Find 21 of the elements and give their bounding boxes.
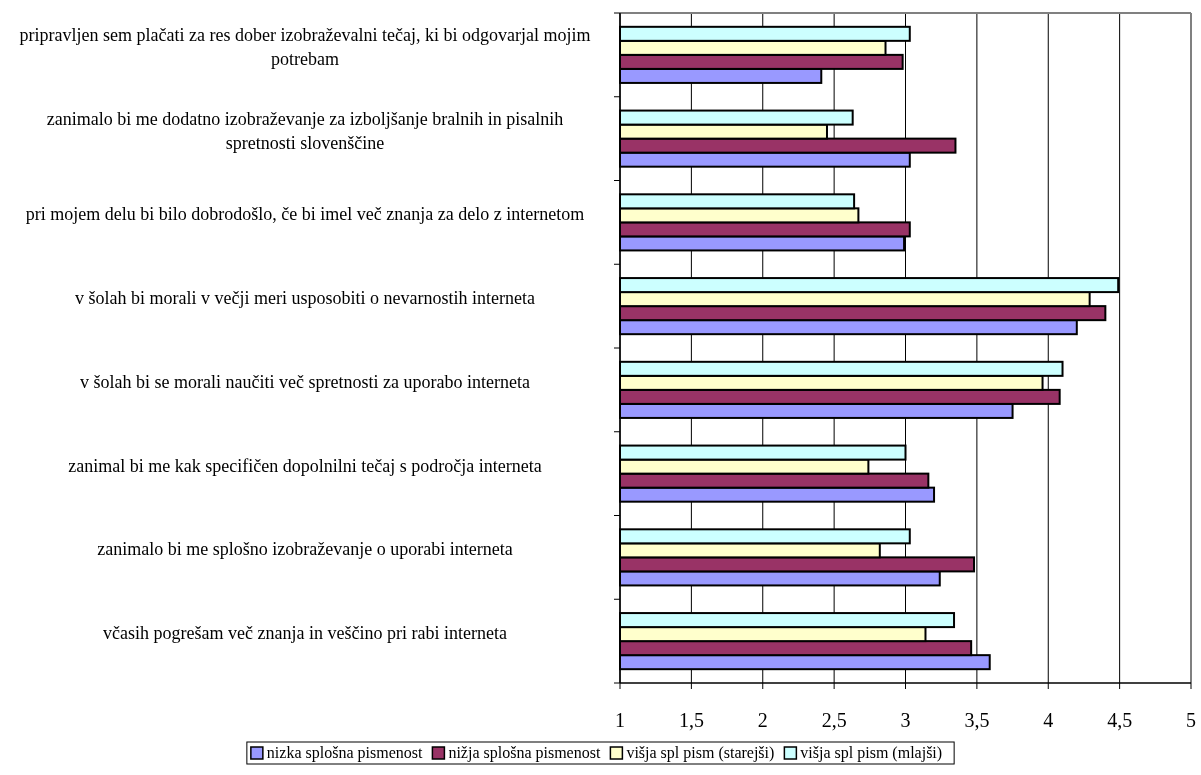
x-tick-label: 2,5 (821, 709, 847, 731)
y-tick-label: pripravljen sem plačati za res dober izobraževalni tečaj, ki bi odgovarjal mojim potrebam (19, 24, 591, 69)
x-tick-label: 5 (1186, 709, 1196, 731)
x-tick-label: 2 (757, 709, 768, 731)
y-tick-label: zanimalo bi me dodatno izobraževanje za izboljšanje bralnih in pisalnih spretnosti slovenščine (46, 108, 564, 153)
legend-label: višja spl pism (starejši) (626, 744, 775, 762)
legend-label: višja spl pism (mlajši) (800, 744, 943, 762)
y-tick-label: zanimalo bi me splošno izobraževanje o uporabi interneta (97, 539, 513, 560)
y-tick-label: zanimal bi me kak specifičen dopolnilni tečaj s področja interneta (68, 455, 542, 476)
x-tick-label: 1 (615, 709, 625, 731)
x-tick-label: 3,5 (964, 709, 990, 731)
x-tick-label: 4 (1043, 709, 1054, 731)
x-tick-label: 4,5 (1107, 709, 1133, 731)
legend-label: nižja splošna pismenost (448, 744, 601, 762)
y-tick-label: pri mojem delu bi bilo dobrodošlo, če bi imel več znanja za delo z internetom (25, 204, 585, 225)
legend-label: nizka splošna pismenost (266, 744, 423, 762)
y-tick-label: v šolah bi morali v večji meri usposobiti o nevarnostih interneta (75, 288, 535, 309)
x-tick-label: 1,5 (678, 709, 704, 731)
x-tick-label: 3 (900, 709, 911, 731)
y-tick-label: včasih pogrešam več znanja in veščino pri rabi interneta (103, 623, 507, 644)
y-tick-label: v šolah bi se morali naučiti več spretnosti za uporabo interneta (80, 371, 530, 392)
